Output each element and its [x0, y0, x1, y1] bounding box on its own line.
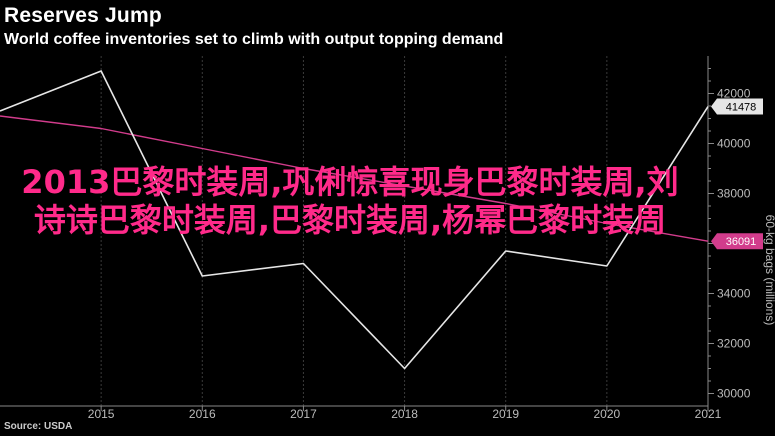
- y-tick-label: 34000: [717, 287, 751, 301]
- chart-subtitle: World coffee inventories set to climb wi…: [4, 31, 504, 48]
- x-tick-label: 2015: [88, 407, 115, 421]
- x-tick-label: 2020: [594, 407, 621, 421]
- x-tick-label: 2017: [290, 407, 317, 421]
- trend-line: [0, 115, 709, 242]
- y-axis-label: 60-kg bags (millions): [763, 215, 775, 326]
- end-value-label: 41478: [726, 102, 757, 114]
- end-value-flag-bg: [711, 233, 763, 250]
- tick-labels: 2015 2016 2017 2018 2019 2020 2021 30000 32000 34…: [88, 87, 763, 421]
- x-tick-label: 2018: [391, 407, 418, 421]
- y-tick-label: 38000: [717, 187, 751, 201]
- x-tick-label: 2019: [492, 407, 519, 421]
- x-tick-label: 2021: [695, 407, 722, 421]
- y-tick-label: 40000: [717, 137, 751, 151]
- overlay-text: 2013巴黎时装周,巩俐惊喜现身巴黎时装周,刘诗诗巴黎时装周,巴黎时装周,杨幂巴…: [21, 163, 679, 239]
- y-tick-label: 32000: [717, 337, 751, 351]
- series-lines: [0, 70, 709, 370]
- chart-title: Reserves Jump: [4, 4, 162, 27]
- end-value-flag: 41478: [711, 98, 763, 115]
- y-tick-label: 30000: [717, 387, 751, 401]
- end-value-flag-bg: [711, 98, 763, 115]
- y-tick-label: 42000: [717, 87, 751, 101]
- source-note: Source: USDA: [4, 421, 73, 432]
- x-tick-label: 2016: [189, 407, 216, 421]
- axes: [0, 56, 714, 411]
- end-value-label: 36091: [726, 236, 757, 248]
- inventory-line: [0, 70, 709, 370]
- end-value-flag: 36091: [711, 233, 763, 250]
